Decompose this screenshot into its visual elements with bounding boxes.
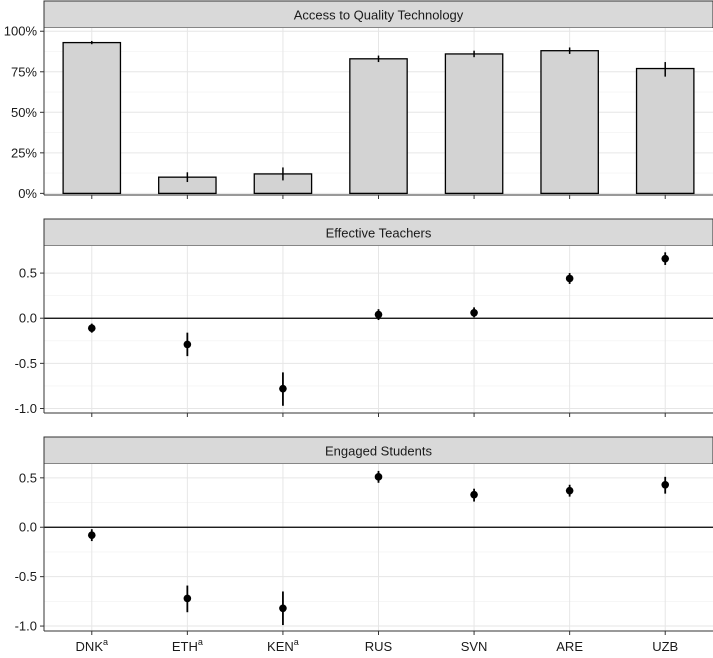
x-tick-label: ETHa: [172, 637, 203, 654]
bar-UZB: [635, 67, 695, 195]
point-DNK: [87, 531, 96, 539]
bar-ARE: [540, 50, 599, 195]
point-ARE: [565, 274, 574, 283]
point-ETH: [183, 594, 192, 603]
panel-title: Effective Teachers: [326, 226, 432, 241]
y-tick-label: 25%: [11, 145, 37, 160]
y-tick-label: -1.0: [15, 619, 37, 634]
y-tick-label: -1.0: [15, 401, 37, 416]
panel-access-to-quality-technology: Access to Quality Technology 0% 25% 50% 75% 1…: [4, 0, 713, 201]
point-UZB: [661, 254, 670, 263]
x-tick-label-superscript: a: [198, 637, 203, 647]
x-tick-label: DNKa: [76, 637, 108, 654]
y-tick-label: 0.5: [19, 266, 37, 281]
x-tick-label-text: UZB: [652, 639, 678, 654]
x-tick-label: KENa: [267, 637, 299, 654]
y-tick-label: 0%: [18, 186, 37, 201]
point-ARE: [565, 486, 574, 495]
y-tick-label: 0.0: [19, 520, 37, 535]
point-RUS: [374, 310, 383, 319]
y-tick-label: 0.5: [19, 470, 37, 485]
x-tick-label: ARE: [556, 639, 583, 654]
x-tick-label-superscript: a: [103, 637, 108, 647]
x-tick-label-text: KEN: [267, 639, 294, 654]
point-SVN: [470, 490, 478, 499]
x-tick-label-text: ARE: [556, 639, 583, 654]
point-KEN: [279, 604, 287, 613]
panel-title: Access to Quality Technology: [294, 8, 464, 23]
point-DNK: [87, 324, 96, 332]
panel-effective-teachers: Effective Teachers -1.0 -0.5 0.0 0.5: [15, 218, 713, 417]
x-tick-label: SVN: [461, 639, 488, 654]
panel-strip: [43, 436, 713, 465]
x-tick-label-text: DNK: [76, 639, 104, 654]
bar-DNK: [62, 41, 122, 195]
y-tick-label: 50%: [11, 105, 37, 120]
point-KEN: [279, 384, 287, 393]
point-SVN: [470, 309, 478, 317]
y-tick-label: 100%: [4, 24, 38, 39]
y-tick-label: 0.0: [19, 311, 37, 326]
x-tick-label-superscript: a: [294, 637, 299, 647]
panel-strip: [43, 0, 713, 29]
bar-SVN: [444, 53, 504, 195]
x-tick-label: UZB: [652, 639, 678, 654]
y-tick-label: 75%: [11, 64, 37, 79]
y-tick-label: -0.5: [15, 569, 37, 584]
x-tick-label: RUS: [365, 639, 393, 654]
x-tick-label-text: RUS: [365, 639, 393, 654]
point-ETH: [183, 340, 192, 349]
bar-RUS: [349, 58, 408, 195]
point-UZB: [661, 480, 670, 489]
point-RUS: [374, 473, 383, 481]
panel-title: Engaged Students: [325, 444, 432, 459]
x-tick-label-text: ETH: [172, 639, 198, 654]
x-tick-label-text: SVN: [461, 639, 488, 654]
panel-strip: [43, 218, 713, 247]
y-tick-label: -0.5: [15, 356, 37, 371]
